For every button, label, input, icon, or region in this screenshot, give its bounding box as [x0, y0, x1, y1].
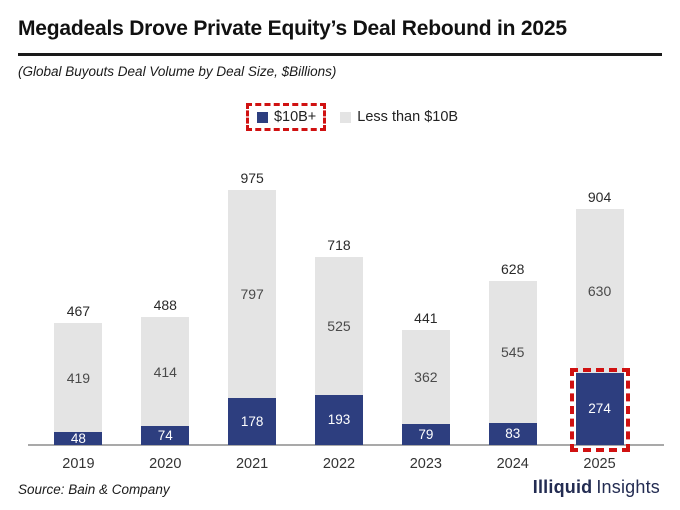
legend-item-10b-plus: $10B+ [245, 103, 327, 131]
x-axis-label-2020: 2020 [149, 456, 182, 472]
x-axis-line [28, 444, 664, 446]
x-axis-labels: 2019 2020 2021 2022 2023 2024 2025 [35, 456, 643, 476]
segment-less-than-10b-2025: 630 [575, 208, 624, 374]
total-label-2022: 718 [327, 237, 351, 254]
total-label-2024: 628 [501, 260, 525, 277]
brand-name-bold: Illiquid [532, 477, 593, 497]
x-axis-label-2024: 2024 [496, 456, 529, 472]
legend-label-10b-plus: $10B+ [273, 109, 317, 125]
segment-10b-plus-2025: 274 [569, 368, 630, 452]
bar-column-2020: 488 414 74 [122, 160, 209, 445]
segment-less-than-10b-2022: 525 [314, 257, 363, 395]
segment-10b-plus-2024: 83 [488, 423, 537, 445]
x-axis-label-2019: 2019 [62, 456, 95, 472]
bar-column-2019: 467 419 48 [35, 160, 122, 445]
segment-less-than-10b-2023: 362 [401, 329, 450, 425]
x-axis-label-2023: 2023 [409, 456, 442, 472]
bar-column-2021: 975 797 178 [209, 160, 296, 445]
total-label-2020: 488 [153, 297, 177, 314]
source-note: Source: Bain & Company [18, 482, 170, 497]
chart-subtitle: (Global Buyouts Deal Volume by Deal Size… [18, 64, 337, 79]
brand-logo: Illiquid Insights [533, 477, 660, 498]
bar-plot: 467 419 48 488 414 74 975 797 178 718 525 193 441 362… [35, 160, 643, 452]
x-axis-label-2022: 2022 [322, 456, 356, 472]
legend-item-less-than-10b: Less than $10B [340, 109, 458, 125]
legend-label-less-than-10b: Less than $10B [357, 109, 459, 125]
x-axis-label-2021: 2021 [235, 456, 269, 472]
x-axis-label-2025: 2025 [583, 456, 616, 472]
legend-swatch-less-than-10b [340, 111, 352, 123]
segment-10b-plus-2021: 178 [228, 398, 277, 445]
brand-name-regular: Insights [596, 477, 660, 497]
segment-10b-plus-2023: 79 [401, 424, 450, 445]
bar-column-2022: 718 525 193 [296, 160, 383, 445]
segment-10b-plus-2019: 48 [54, 432, 103, 445]
legend-swatch-10b-plus [256, 111, 268, 123]
segment-10b-plus-2020: 74 [141, 425, 190, 445]
title-underline [18, 53, 662, 56]
total-label-2025: 904 [587, 188, 612, 205]
bar-column-2023: 441 362 79 [382, 160, 469, 445]
total-label-2019: 467 [66, 302, 91, 319]
total-label-2023: 441 [414, 309, 438, 326]
segment-less-than-10b-2020: 414 [141, 317, 190, 426]
segment-less-than-10b-2021: 797 [228, 190, 277, 399]
legend: $10B+ Less than $10B [12, 103, 680, 131]
total-label-2021: 975 [240, 170, 264, 187]
segment-less-than-10b-2019: 419 [54, 322, 103, 433]
bar-column-2025: 904 630 274 [556, 160, 643, 452]
chart-title: Megadeals Drove Private Equity’s Deal Re… [18, 17, 567, 40]
segment-less-than-10b-2024: 545 [488, 280, 537, 424]
bar-column-2024: 628 545 83 [469, 160, 556, 445]
highlight-outline-2025 [569, 368, 630, 452]
segment-10b-plus-2022: 193 [314, 394, 363, 445]
